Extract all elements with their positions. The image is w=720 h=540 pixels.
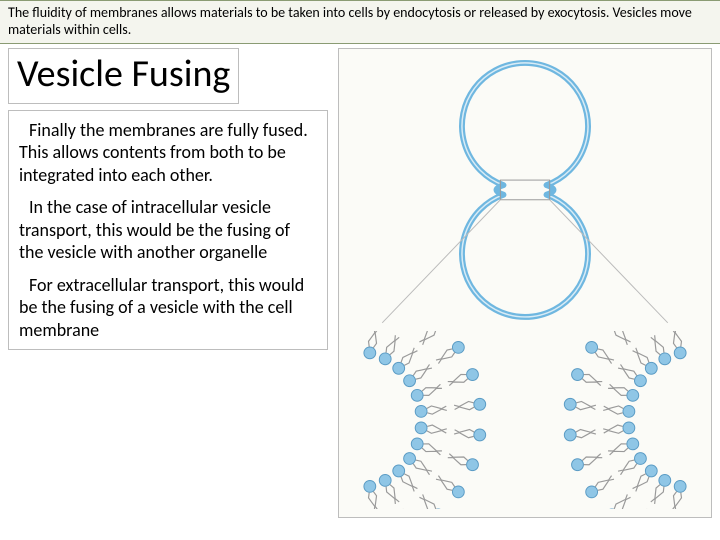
paragraph-3: For extracellular transport, this would … [19, 274, 317, 342]
vesicle-fusion-diagram [347, 57, 703, 328]
diagram-panel [338, 48, 712, 518]
page-title: Vesicle Fusing [17, 51, 230, 97]
left-column: Vesicle Fusing Finally the membranes are… [8, 48, 328, 518]
title-box: Vesicle Fusing [8, 48, 239, 104]
content-area: Vesicle Fusing Finally the membranes are… [0, 44, 720, 526]
paragraph-1: Finally the membranes are fully fused. T… [19, 119, 317, 187]
banner-text: The fluidity of membranes allows materia… [8, 4, 692, 38]
header-banner: The fluidity of membranes allows materia… [0, 0, 720, 44]
body-text-box: Finally the membranes are fully fused. T… [8, 110, 328, 351]
paragraph-2: In the case of intracellular vesicle tra… [19, 196, 317, 264]
bilayer-zoom-diagram [347, 331, 703, 508]
